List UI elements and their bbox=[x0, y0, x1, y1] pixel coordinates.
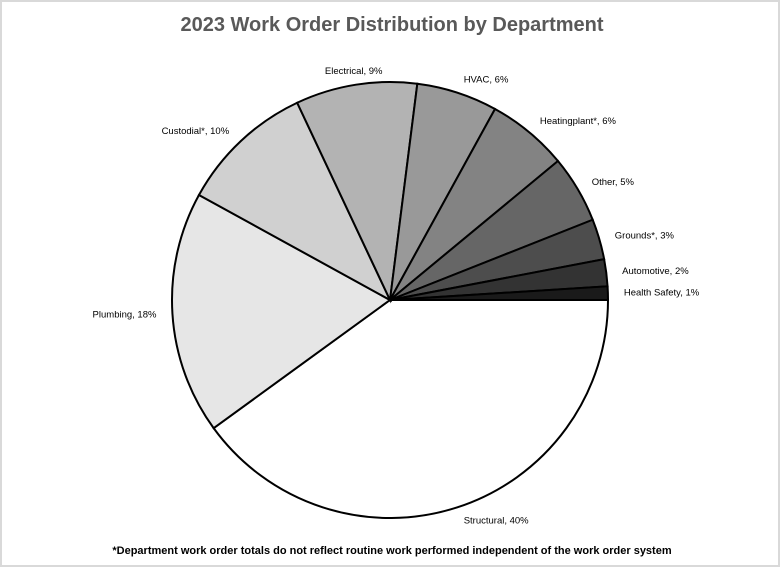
slice-label-structural: Structural, 40% bbox=[464, 516, 529, 527]
slice-label-electrical: Electrical, 9% bbox=[325, 66, 383, 77]
pie-slice-plumbing bbox=[171, 193, 392, 430]
pie-slice-health-safety bbox=[389, 285, 610, 301]
slice-label-automotive: Automotive, 2% bbox=[622, 266, 689, 277]
pie-slice-electrical bbox=[295, 81, 419, 304]
slice-label-hvac: HVAC, 6% bbox=[464, 74, 509, 85]
slice-label-heatingplant: Heatingplant*, 6% bbox=[540, 116, 617, 127]
chart-footnote: *Department work order totals do not ref… bbox=[112, 545, 672, 557]
pie-slice-structural bbox=[212, 299, 610, 519]
chart-title: 2023 Work Order Distribution by Departme… bbox=[180, 14, 604, 36]
slice-label-health-safety: Health Safety, 1% bbox=[624, 288, 700, 299]
slice-label-plumbing: Plumbing, 18% bbox=[93, 310, 157, 321]
pie-slice-custodial bbox=[197, 101, 393, 303]
slice-label-other: Other, 5% bbox=[592, 177, 635, 188]
slice-label-custodial: Custodial*, 10% bbox=[162, 126, 230, 137]
slice-label-grounds: Grounds*, 3% bbox=[615, 230, 675, 241]
